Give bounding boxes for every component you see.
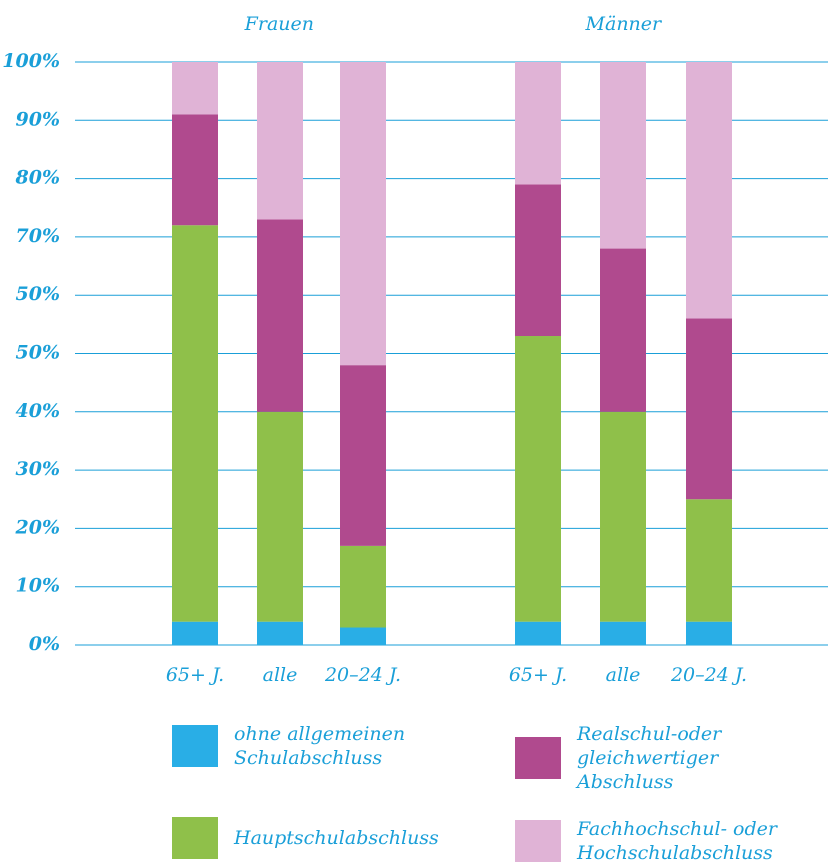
group-label: Männer	[585, 13, 664, 35]
legend-label: Realschul-oder gleichwertiger Abschluss	[577, 723, 722, 793]
x-tick-label: 65+ J.	[166, 664, 224, 686]
bar-segment	[257, 219, 303, 412]
x-tick-label: 20–24 J.	[324, 664, 401, 686]
bar-segment	[600, 411, 646, 622]
bar-segment	[600, 248, 646, 412]
y-tick-label: 0%	[29, 633, 60, 655]
bar-segment	[340, 62, 386, 366]
bar-segment	[515, 62, 561, 185]
legend-item: ohne allgemeinen Schulabschluss	[172, 722, 474, 770]
bar-segment	[257, 621, 303, 645]
legend-item: Fachhochschul- oder Hochschulabschluss	[515, 817, 817, 865]
x-tick-label: 20–24 J.	[670, 664, 747, 686]
y-tick-label: 70%	[16, 225, 61, 247]
bar-segment	[686, 499, 732, 622]
y-tick-label: 80%	[15, 167, 61, 189]
y-tick-label: 30%	[16, 458, 61, 480]
bar-segment	[257, 411, 303, 622]
legend-swatch	[172, 725, 218, 767]
x-tick-label: alle	[606, 664, 641, 686]
legend-item: Realschul-oder gleichwertiger Abschluss	[515, 722, 817, 794]
bar-segment	[686, 62, 732, 319]
legend-swatch	[515, 820, 561, 862]
bar-segment	[172, 621, 218, 645]
y-tick-label: 20%	[15, 516, 61, 538]
bar-segment	[340, 627, 386, 645]
legend-swatch	[515, 737, 561, 779]
legend-item: Hauptschulabschluss	[172, 817, 474, 859]
x-tick-label: alle	[263, 664, 298, 686]
bar-segment	[686, 318, 732, 500]
bar-segment	[172, 225, 218, 622]
bar-segment	[172, 62, 218, 115]
bar-segment	[172, 114, 218, 226]
legend-label: ohne allgemeinen Schulabschluss	[234, 723, 406, 769]
bar-segment	[600, 62, 646, 249]
chart: 0% 10% 20% 30% 40% 50% 50% 70% 80% 90% 100% 65+ J. a…	[2, 13, 828, 686]
legend-label: Hauptschulabschluss	[234, 827, 439, 849]
bar-segment	[600, 621, 646, 645]
bar-segment	[686, 621, 732, 645]
legend-swatch	[172, 817, 218, 859]
y-tick-label: 50%	[16, 283, 61, 305]
y-tick-label: 100%	[2, 50, 60, 72]
group-label: Frauen	[244, 13, 314, 35]
legend-label: Fachhochschul- oder Hochschulabschluss	[577, 818, 777, 864]
bar-segment	[340, 365, 386, 546]
y-tick-label: 40%	[16, 400, 61, 422]
y-tick-label: 10%	[16, 575, 61, 597]
bar-segment	[515, 336, 561, 622]
x-tick-label: 65+ J.	[509, 664, 567, 686]
bar-segment	[515, 621, 561, 645]
bar-segment	[340, 545, 386, 628]
bar-segment	[515, 184, 561, 337]
bar-segment	[257, 62, 303, 220]
y-tick-label: 50%	[16, 342, 61, 364]
y-tick-label: 90%	[16, 108, 61, 130]
